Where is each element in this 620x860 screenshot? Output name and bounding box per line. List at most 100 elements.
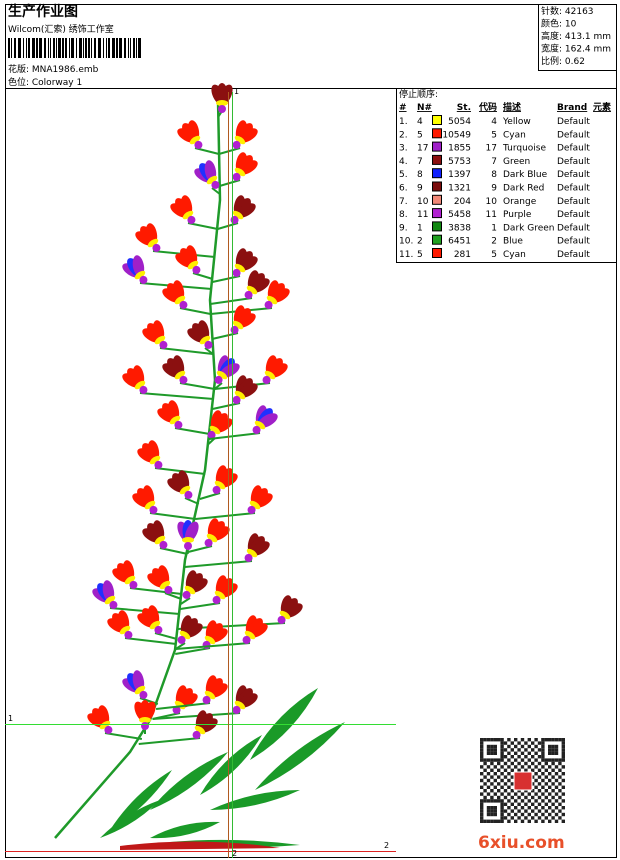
qr-module	[510, 816, 514, 820]
branch	[164, 592, 182, 600]
petal-base	[264, 370, 276, 380]
barcode-bar	[11, 38, 12, 58]
qr-module	[541, 765, 545, 769]
flower	[232, 375, 258, 404]
qr-module	[503, 816, 508, 820]
qr-module	[500, 772, 504, 776]
qr-module	[524, 809, 528, 813]
qr-module	[514, 758, 518, 762]
qr-module	[520, 806, 525, 810]
qr-module	[551, 768, 555, 772]
column-header: Brand	[557, 103, 587, 113]
qr-module	[493, 812, 497, 817]
branch	[194, 147, 220, 155]
flower	[147, 565, 173, 594]
petal-base	[206, 175, 218, 185]
qr-module	[531, 782, 535, 786]
qr-module	[500, 751, 504, 755]
flower	[212, 465, 238, 494]
description: Cyan	[503, 130, 526, 140]
description: Yellow	[502, 117, 531, 127]
stitches: 1321	[448, 184, 471, 194]
needle: 10	[417, 197, 429, 207]
qr-module	[480, 765, 484, 769]
petal	[184, 521, 199, 543]
branch	[175, 642, 251, 650]
branch	[138, 737, 201, 745]
guide-label: 2	[384, 841, 389, 850]
qr-module	[503, 741, 508, 745]
qr-module	[503, 789, 508, 793]
qr-module	[507, 758, 511, 762]
qr-module	[520, 792, 525, 796]
qr-module	[497, 761, 501, 766]
embroidery-design	[54, 83, 345, 850]
qr-module	[541, 778, 545, 783]
qr-module	[558, 775, 562, 779]
qr-module	[551, 809, 555, 813]
qr-module	[524, 789, 528, 793]
color-swatch	[432, 194, 442, 205]
qr-module	[493, 748, 497, 752]
qr-module	[480, 738, 484, 742]
row-index: 11.	[399, 250, 413, 260]
qr-module	[480, 802, 484, 806]
qr-module	[541, 819, 545, 823]
color-swatch	[432, 168, 442, 179]
qr-module	[531, 795, 535, 800]
code: 7	[491, 157, 497, 167]
barcode-bar	[138, 38, 141, 58]
brand: Default	[557, 170, 590, 180]
qr-module	[510, 775, 514, 779]
flower	[277, 595, 303, 624]
column-header: N#	[417, 103, 432, 113]
qr-module	[503, 782, 508, 786]
row-index: 9.	[399, 223, 408, 233]
qr-module	[551, 816, 555, 820]
brand: Default	[557, 157, 590, 167]
code: 5	[491, 130, 497, 140]
petal-base	[204, 690, 216, 700]
flower	[194, 160, 220, 189]
qr-module	[510, 748, 514, 752]
page-border	[5, 4, 617, 858]
qr-module	[480, 741, 484, 745]
qr-module	[531, 775, 535, 779]
qr-module	[517, 802, 521, 806]
stitches: 1397	[448, 170, 471, 180]
row-index: 8.	[399, 210, 408, 220]
flower	[202, 620, 228, 649]
branch	[199, 492, 221, 500]
qr-module	[507, 738, 511, 742]
branch	[211, 332, 239, 340]
flower	[142, 520, 168, 549]
flower	[122, 365, 148, 394]
info-item: 颜色: 10	[541, 18, 577, 30]
qr-module	[548, 744, 552, 749]
qr-module	[483, 768, 487, 772]
qr-module	[527, 744, 531, 749]
qr-module	[517, 768, 521, 772]
brand: Default	[557, 197, 590, 207]
barcode-bar	[39, 38, 42, 58]
qr-module	[480, 809, 484, 813]
qr-module	[561, 772, 565, 776]
qr-module	[480, 806, 484, 810]
calyx	[179, 375, 188, 384]
flower	[175, 245, 201, 274]
flower	[230, 195, 256, 224]
branch	[195, 512, 256, 520]
petal-base	[194, 725, 206, 735]
qr-module	[534, 785, 538, 789]
calyx	[262, 375, 271, 384]
qr-module	[537, 768, 542, 772]
qr-module	[517, 755, 521, 759]
qr-module	[541, 741, 545, 745]
qr-module	[483, 758, 487, 762]
qr-module	[548, 785, 552, 789]
qr-module	[537, 755, 542, 759]
qr-module	[524, 802, 528, 806]
flower	[122, 255, 148, 284]
needle: 5	[417, 250, 423, 260]
qr-module	[486, 812, 491, 817]
